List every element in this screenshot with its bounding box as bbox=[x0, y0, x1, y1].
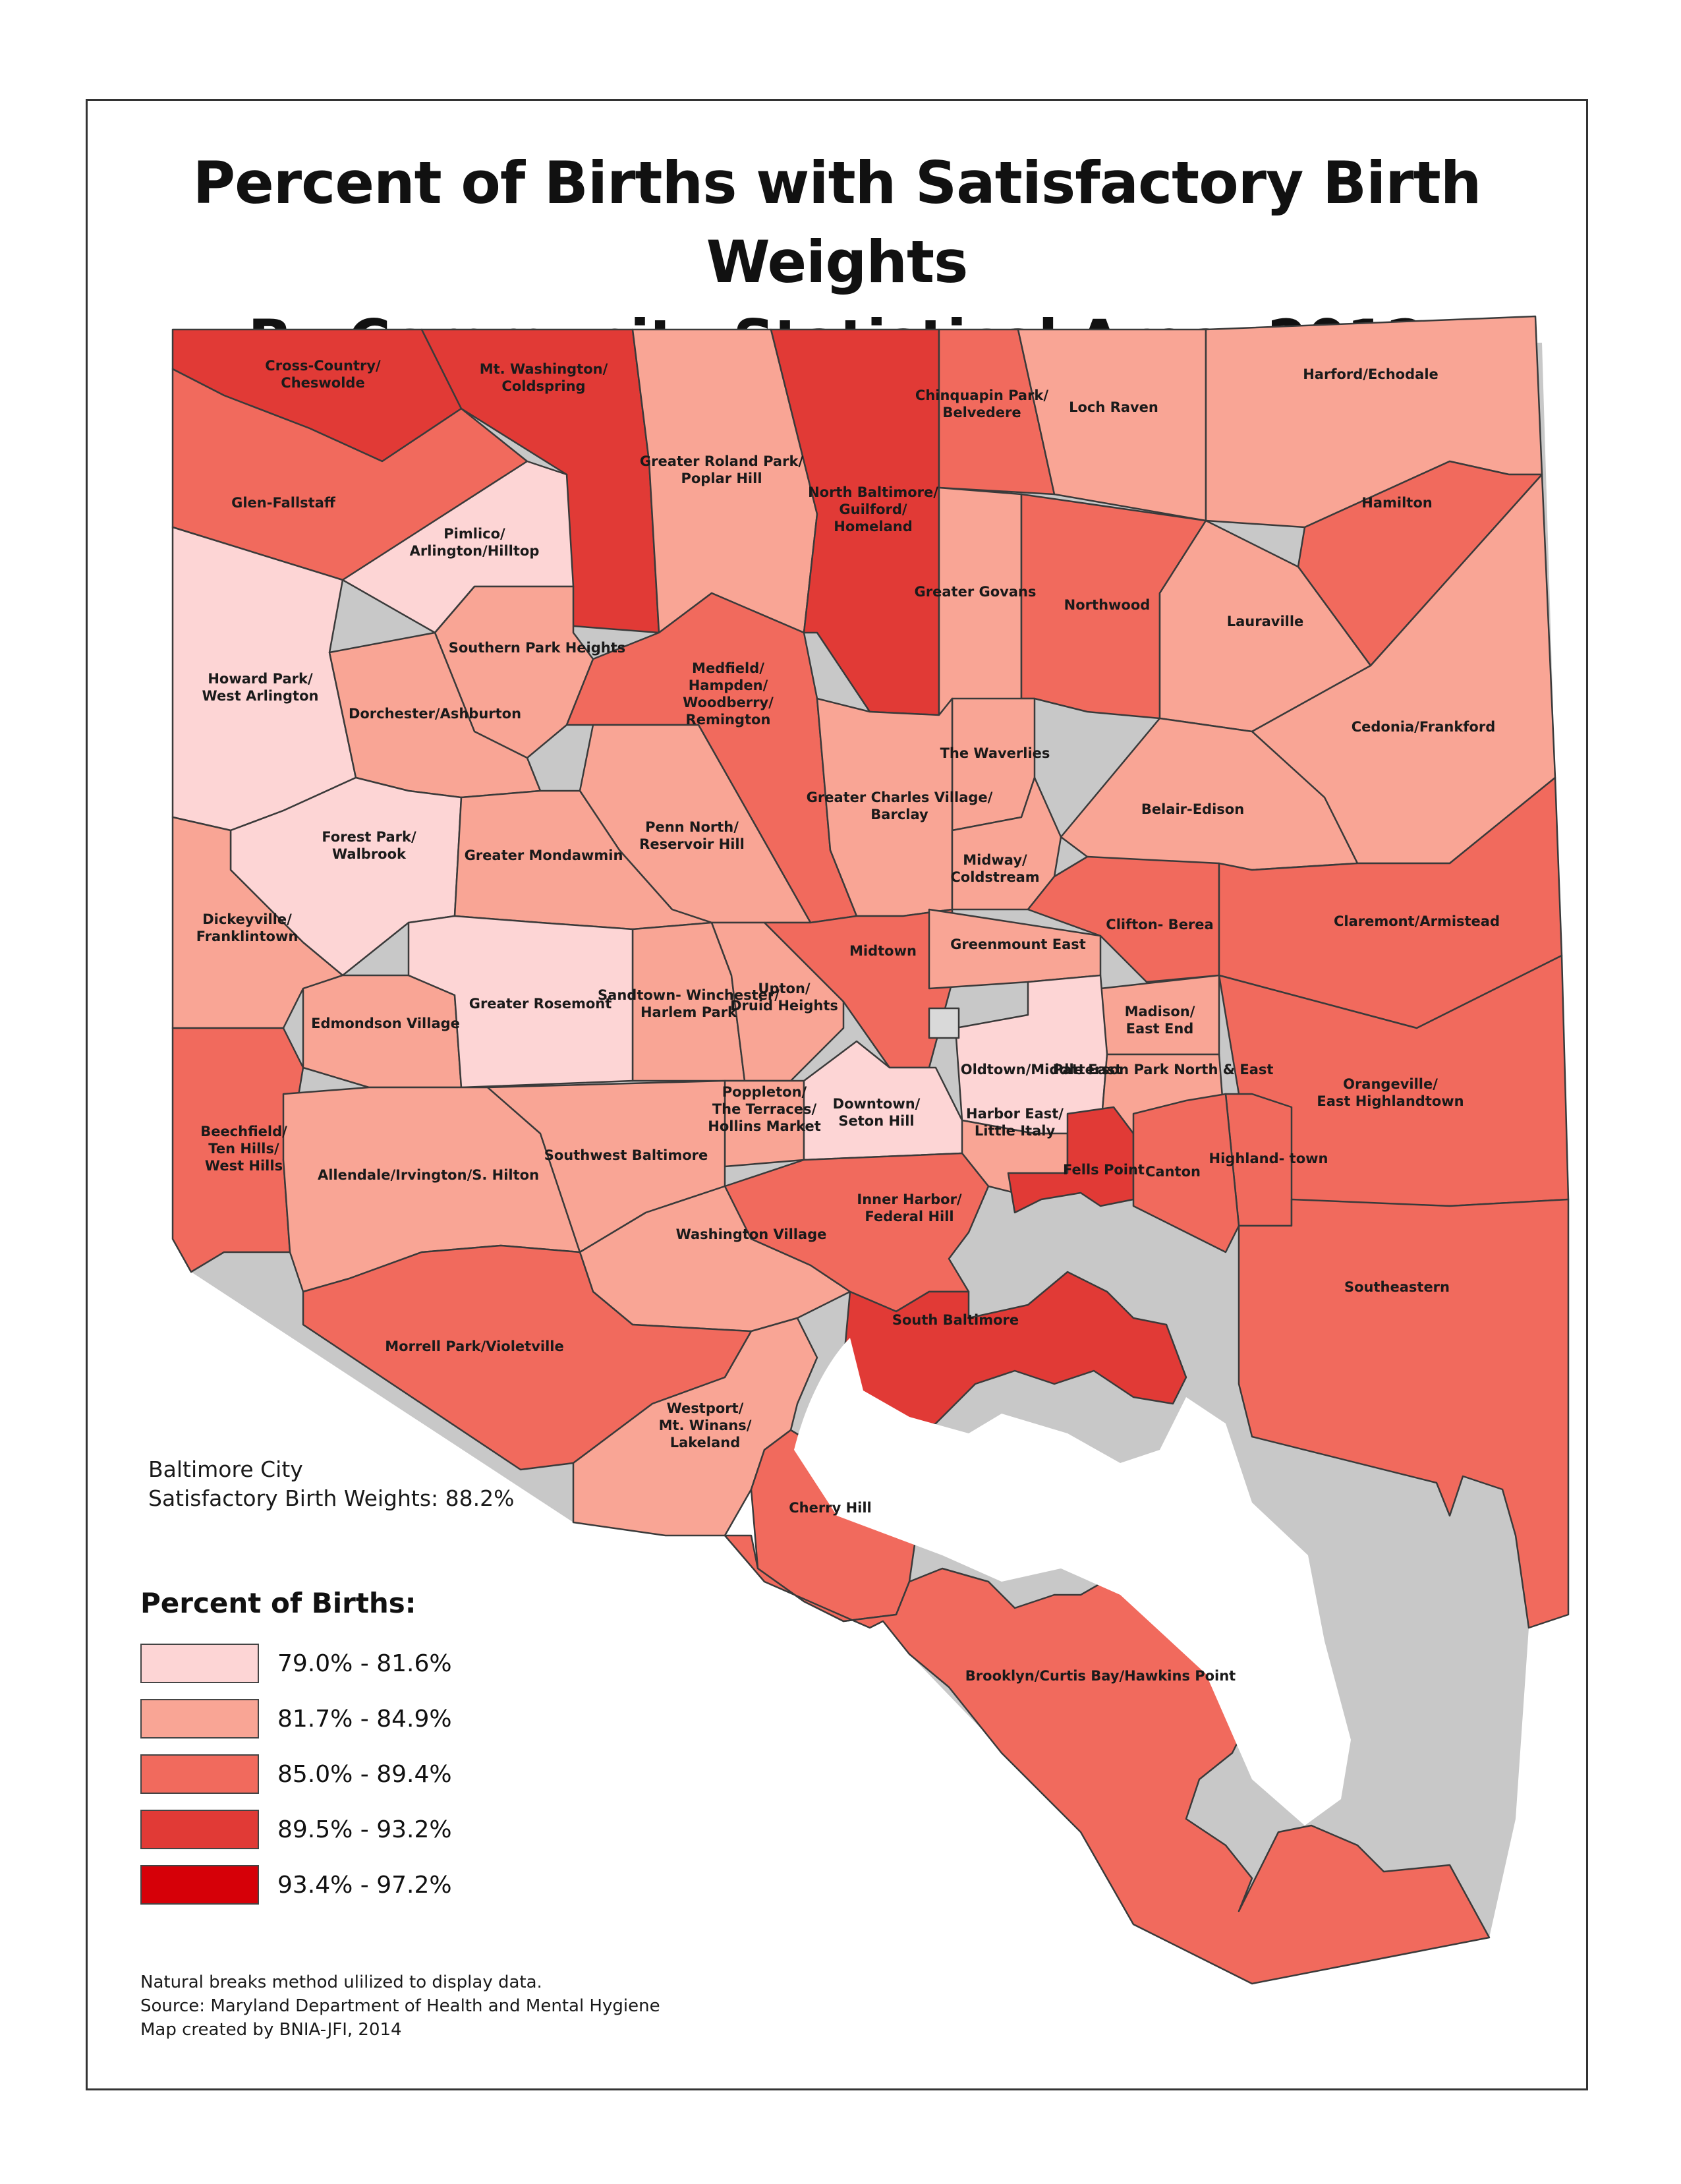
label-dorchester-ashburton: Dorchester/Ashburton bbox=[349, 706, 521, 722]
label-morrell-park-violetville: Morrell Park/Violetville bbox=[385, 1338, 564, 1354]
label-greater-rosemont: Greater Rosemont bbox=[469, 996, 612, 1012]
region-upton-druid-heights bbox=[710, 921, 845, 1082]
legend-title: Percent of Births: bbox=[140, 1587, 416, 1619]
label-lauraville: Lauraville bbox=[1227, 614, 1304, 629]
label-howard-park-west-arlington: Howard Park/West Arlington bbox=[202, 671, 319, 704]
label-cedonia-frankford: Cedonia/Frankford bbox=[1352, 719, 1496, 735]
label-greater-roland-park-poplar-hill: Greater Roland Park/Poplar Hill bbox=[640, 453, 804, 486]
footnote-source: Source: Maryland Department of Health an… bbox=[140, 1996, 660, 2016]
footnotes: Natural breaks method ulilized to displa… bbox=[140, 1970, 660, 2042]
label-glen-fallstaff: Glen-Fallstaff bbox=[231, 495, 336, 511]
summary-stat: Satisfactory Birth Weights: 88.2% bbox=[148, 1485, 515, 1511]
label-penn-north-reservoir-hill: Penn North/Reservoir Hill bbox=[639, 819, 745, 852]
label-orangeville-east-highlandtown: Orangeville/East Highlandtown bbox=[1317, 1076, 1464, 1109]
legend-row: 81.7% - 84.9% bbox=[140, 1698, 452, 1740]
label-northwood: Northwood bbox=[1064, 597, 1151, 613]
label-harford-echodale: Harford/Echodale bbox=[1303, 366, 1439, 382]
label-allendale-irvington-s-hilton: Allendale/Irvington/S. Hilton bbox=[318, 1167, 539, 1183]
legend-label: 81.7% - 84.9% bbox=[277, 1705, 452, 1733]
region-edmondson-village bbox=[302, 974, 463, 1089]
label-southeastern: Southeastern bbox=[1344, 1279, 1450, 1295]
label-highland-town: Highland- town bbox=[1209, 1151, 1328, 1166]
label-loch-raven: Loch Raven bbox=[1069, 399, 1158, 415]
region-greater-govans bbox=[938, 486, 1023, 716]
legend-swatch bbox=[140, 1865, 259, 1905]
label-dickeyville-franklintown: Dickeyville/Franklintown bbox=[196, 911, 299, 944]
title-line-1: Percent of Births with Satisfactory Birt… bbox=[192, 149, 1482, 296]
label-midway-coldstream: Midway/Coldstream bbox=[950, 852, 1039, 885]
region-the-waverlies bbox=[951, 697, 1036, 832]
legend-row: 85.0% - 89.4% bbox=[140, 1753, 452, 1795]
label-greater-mondawmin: Greater Mondawmin bbox=[465, 848, 623, 863]
label-clifton-berea: Clifton- Berea bbox=[1106, 917, 1213, 933]
label-hamilton: Hamilton bbox=[1361, 495, 1432, 511]
legend-row: 89.5% - 93.2% bbox=[140, 1808, 452, 1851]
region-canton bbox=[1132, 1093, 1240, 1253]
label-oldtown-middle-east: Oldtown/Middle East bbox=[961, 1062, 1122, 1078]
label-cherry-hill: Cherry Hill bbox=[789, 1500, 872, 1516]
label-sandtown-winchester-harlem-park: Sandtown- Winchester/Harlem Park bbox=[598, 987, 780, 1020]
label-greenmount-east: Greenmount East bbox=[950, 936, 1086, 952]
harbor-water bbox=[794, 1338, 1351, 1825]
label-mt-washington-coldspring: Mt. Washington/Coldspring bbox=[480, 361, 608, 394]
legend-swatch bbox=[140, 1754, 259, 1794]
region-westport-mt-winans-lakeland bbox=[572, 1317, 818, 1537]
label-chinquapin-park-belvedere: Chinquapin Park/Belvedere bbox=[915, 388, 1048, 420]
legend-row: 93.4% - 97.2% bbox=[140, 1864, 452, 1906]
region-fells-point bbox=[1007, 1106, 1135, 1214]
label-downtown-seton-hill: Downtown/Seton Hill bbox=[833, 1096, 921, 1129]
legend-swatch bbox=[140, 1644, 259, 1683]
label-harbor-east-little-italy: Harbor East/Little Italy bbox=[966, 1106, 1064, 1139]
label-beechfield-ten-hills-west-hills: Beechfield/Ten Hills/West Hills bbox=[200, 1124, 287, 1174]
label-medfield-hampden-woodberry-remington: Medfield/Hampden/Woodberry/Remington bbox=[683, 660, 774, 728]
region-greater-rosemont bbox=[407, 915, 634, 1089]
legend-swatch bbox=[140, 1699, 259, 1739]
label-edmondson-village: Edmondson Village bbox=[311, 1016, 460, 1031]
region-midway-coldstream bbox=[951, 776, 1062, 911]
legend-label: 93.4% - 97.2% bbox=[277, 1871, 452, 1899]
label-pimlico-arlington-hilltop: Pimlico/Arlington/Hilltop bbox=[410, 526, 540, 559]
label-midtown: Midtown bbox=[849, 943, 917, 959]
label-fells-point: Fells Point bbox=[1063, 1162, 1145, 1178]
footnote-credit: Map created by BNIA-JFI, 2014 bbox=[140, 2020, 402, 2040]
label-westport-mt-winans-lakeland: Westport/Mt. Winans/Lakeland bbox=[659, 1400, 752, 1451]
label-inner-harbor-federal-hill: Inner Harbor/Federal Hill bbox=[857, 1192, 962, 1224]
label-greater-charles-village-barclay: Greater Charles Village/Barclay bbox=[807, 790, 993, 822]
label-brooklyn-curtis-bay-hawkins-point: Brooklyn/Curtis Bay/Hawkins Point bbox=[965, 1668, 1236, 1684]
footnote-method: Natural breaks method ulilized to displa… bbox=[140, 1972, 542, 1992]
region-southeastern bbox=[1238, 1198, 1570, 1629]
label-madison-east-end: Madison/East End bbox=[1125, 1004, 1195, 1037]
label-southwest-baltimore: Southwest Baltimore bbox=[544, 1147, 708, 1163]
region-no-data bbox=[928, 1007, 960, 1039]
legend-label: 79.0% - 81.6% bbox=[277, 1650, 452, 1677]
label-washington-village: Washington Village bbox=[676, 1226, 827, 1242]
legend-label: 85.0% - 89.4% bbox=[277, 1760, 452, 1788]
label-south-baltimore: South Baltimore bbox=[892, 1312, 1019, 1328]
label-poppleton-the-terraces-hollins-market: Poppleton/The Terraces/Hollins Market bbox=[708, 1084, 820, 1134]
label-southern-park-heights: Southern Park Heights bbox=[449, 640, 626, 656]
summary-area: Baltimore City bbox=[148, 1456, 303, 1482]
region-brooklyn-curtis-bay-hawkins-point bbox=[724, 1514, 1491, 1985]
label-forest-park-walbrook: Forest Park/Walbrook bbox=[322, 829, 416, 862]
city-summary: Baltimore City Satisfactory Birth Weight… bbox=[148, 1455, 515, 1513]
legend-row: 79.0% - 81.6% bbox=[140, 1642, 452, 1684]
label-patterson-park-north-east: Patterson Park North & East bbox=[1053, 1062, 1274, 1078]
label-upton-druid-heights: Upton/Druid Heights bbox=[730, 981, 838, 1014]
label-greater-govans: Greater Govans bbox=[915, 584, 1037, 600]
label-cross-country-cheswolde: Cross-Country/Cheswolde bbox=[265, 358, 381, 391]
label-canton: Canton bbox=[1145, 1164, 1201, 1180]
legend-swatch bbox=[140, 1810, 259, 1849]
label-north-baltimore-guilford-homeland: North Baltimore/Guilford/Homeland bbox=[808, 484, 938, 534]
label-claremont-armistead: Claremont/Armistead bbox=[1334, 913, 1500, 929]
label-belair-edison: Belair-Edison bbox=[1141, 801, 1244, 817]
label-the-waverlies: The Waverlies bbox=[940, 745, 1050, 761]
legend-label: 89.5% - 93.2% bbox=[277, 1816, 452, 1843]
